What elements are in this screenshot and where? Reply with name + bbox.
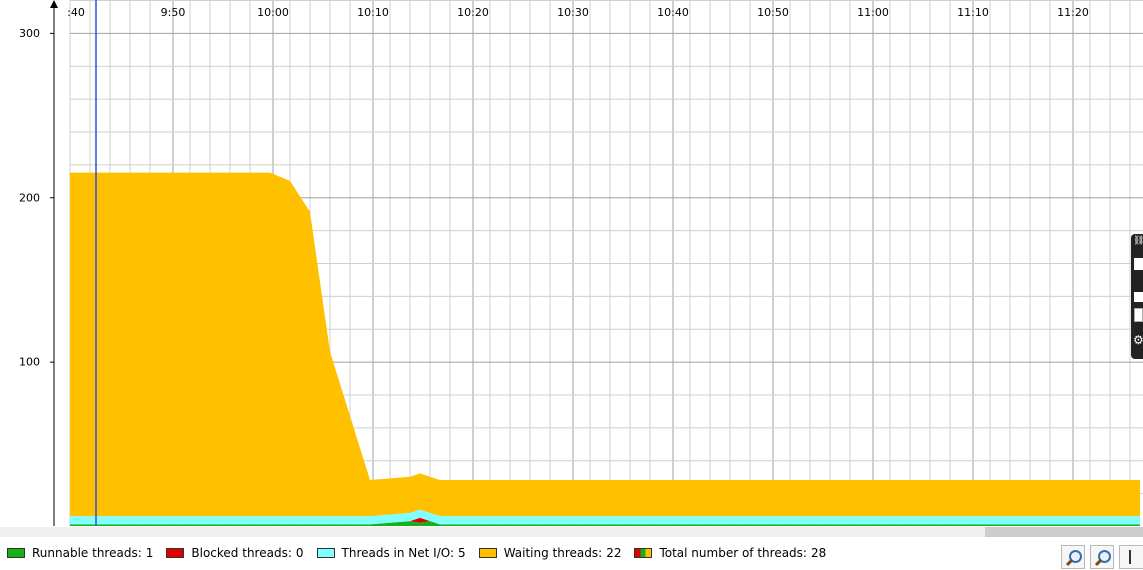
x-tick-label: 10:10 xyxy=(357,6,389,19)
legend-swatch xyxy=(316,548,335,558)
legend-label: Total number of threads: xyxy=(659,546,807,560)
legend-swatch xyxy=(166,548,185,558)
legend-value: 28 xyxy=(810,546,827,560)
legend-item-runnable: Runnable threads: 1 xyxy=(0,546,153,560)
legend: Runnable threads: 1 Blocked threads: 0 T… xyxy=(0,543,826,563)
legend-label: Threads in Net I/O: xyxy=(341,546,455,560)
zoom-in-button[interactable] xyxy=(1061,545,1085,569)
x-tick-label: 11:00 xyxy=(857,6,889,19)
zoom-handle-icon xyxy=(1065,558,1074,567)
horizontal-scrollbar[interactable] xyxy=(0,527,1143,537)
y-tick-label: 300 xyxy=(19,27,40,40)
zoom-handle-icon xyxy=(1094,558,1103,567)
area-threads-in-net-i-o xyxy=(70,509,1140,525)
legend-label: Runnable threads: xyxy=(32,546,142,560)
area-waiting-threads xyxy=(70,172,1140,517)
floating-toolbar[interactable]: ⛓ ⚙ xyxy=(1131,234,1143,359)
legend-value: 1 xyxy=(145,546,154,560)
x-tick-label: 9:50 xyxy=(161,6,186,19)
area-runnable-threads xyxy=(70,521,1140,526)
legend-value: 5 xyxy=(458,546,466,560)
legend-swatch xyxy=(7,548,25,558)
legend-swatch-total xyxy=(634,548,653,558)
toolbar-tool-icon[interactable] xyxy=(1134,308,1143,322)
legend-item-waiting: Waiting threads: 22 xyxy=(472,546,622,560)
chart-tick-labels: :40 9:50 10:00 10:10 10:20 10:30 10:40 10:50 11:… xyxy=(19,6,1089,369)
fit-icon xyxy=(1129,550,1131,564)
x-tick-label: 10:00 xyxy=(257,6,289,19)
x-tick-label: 11:20 xyxy=(1057,6,1089,19)
legend-value: 0 xyxy=(295,546,304,560)
chart-areas xyxy=(70,0,1140,526)
legend-label: Waiting threads: xyxy=(503,546,603,560)
scrollbar-thumb[interactable] xyxy=(985,527,1143,537)
x-tick-label: :40 xyxy=(67,6,85,19)
y-axis-arrow xyxy=(50,0,58,8)
x-tick-label: 10:40 xyxy=(657,6,689,19)
chart-axes xyxy=(50,0,58,526)
y-tick-label: 100 xyxy=(19,356,40,369)
fit-button[interactable] xyxy=(1119,545,1143,569)
toolbar-tool-icon[interactable] xyxy=(1134,292,1143,302)
threads-chart: :40 9:50 10:00 10:10 10:20 10:30 10:40 10:50 11:… xyxy=(19,0,1143,526)
legend-label: Blocked threads: xyxy=(191,546,292,560)
x-tick-label: 10:30 xyxy=(557,6,589,19)
y-tick-label: 200 xyxy=(19,191,40,204)
gear-icon[interactable]: ⚙ xyxy=(1133,333,1143,347)
x-tick-label: 10:20 xyxy=(457,6,489,19)
legend-swatch xyxy=(478,548,497,558)
x-tick-label: 10:50 xyxy=(757,6,789,19)
zoom-out-button[interactable] xyxy=(1090,545,1114,569)
x-tick-label: 11:10 xyxy=(957,6,989,19)
legend-item-total: Total number of threads: 28 xyxy=(627,546,826,560)
legend-item-net-io: Threads in Net I/O: 5 xyxy=(310,546,466,560)
toolbar-tool-icon[interactable] xyxy=(1134,258,1143,270)
link-icon[interactable]: ⛓ xyxy=(1133,236,1143,246)
legend-item-blocked: Blocked threads: 0 xyxy=(159,546,304,560)
legend-value: 22 xyxy=(606,546,622,560)
